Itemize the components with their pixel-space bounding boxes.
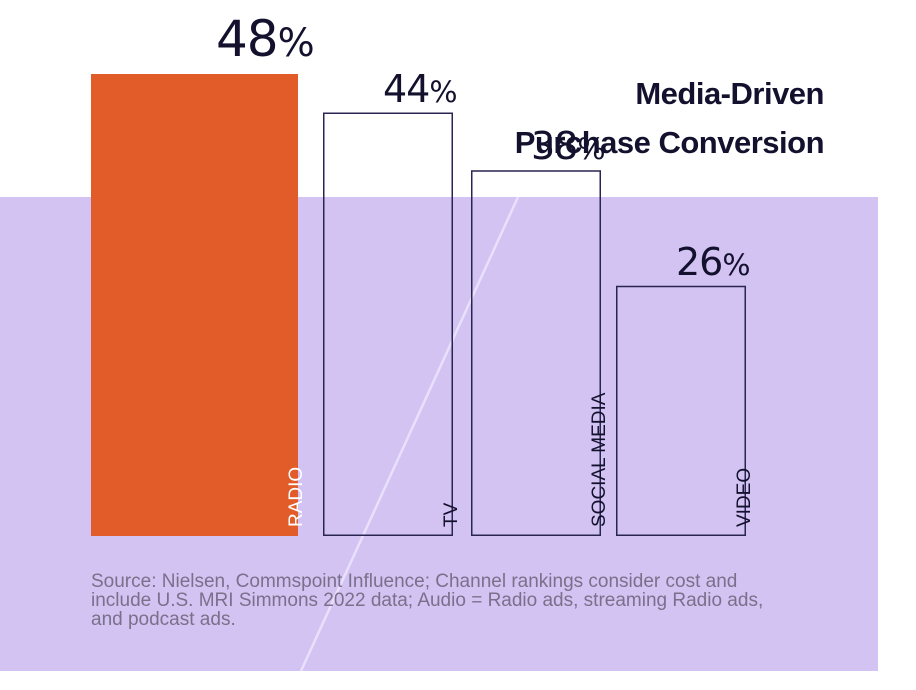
percent-sign: % bbox=[722, 246, 750, 282]
value-number: 26 bbox=[676, 239, 723, 284]
value-number: 38 bbox=[531, 124, 578, 169]
percent-sign: % bbox=[277, 21, 315, 66]
chart-title-line-1: Media-Driven bbox=[635, 76, 824, 111]
category-label-radio: RADIO bbox=[286, 466, 307, 527]
bar-tv bbox=[323, 112, 453, 536]
value-number: 44 bbox=[383, 66, 430, 111]
category-label-tv: TV bbox=[441, 502, 462, 527]
percent-sign: % bbox=[577, 131, 605, 167]
percent-sign: % bbox=[429, 73, 457, 109]
source-note: Source: Nielsen, Commspoint Influence; C… bbox=[91, 571, 764, 630]
category-label-video: VIDEO bbox=[734, 467, 755, 527]
category-label-social-media: SOCIAL MEDIA bbox=[589, 392, 610, 527]
value-label-social-media: 38% bbox=[531, 124, 606, 169]
value-label-video: 26% bbox=[676, 239, 751, 284]
bar-social-media bbox=[471, 170, 601, 536]
value-number: 48 bbox=[216, 10, 279, 68]
bars-group bbox=[91, 74, 746, 536]
chart-title-line-2: Purchase Conversion bbox=[514, 125, 825, 160]
bar-video bbox=[616, 285, 746, 536]
decorative-diagonal-line bbox=[299, 196, 520, 672]
bar-radio bbox=[91, 74, 298, 536]
value-label-radio: 48% bbox=[216, 10, 315, 68]
value-label-tv: 44% bbox=[383, 66, 458, 111]
